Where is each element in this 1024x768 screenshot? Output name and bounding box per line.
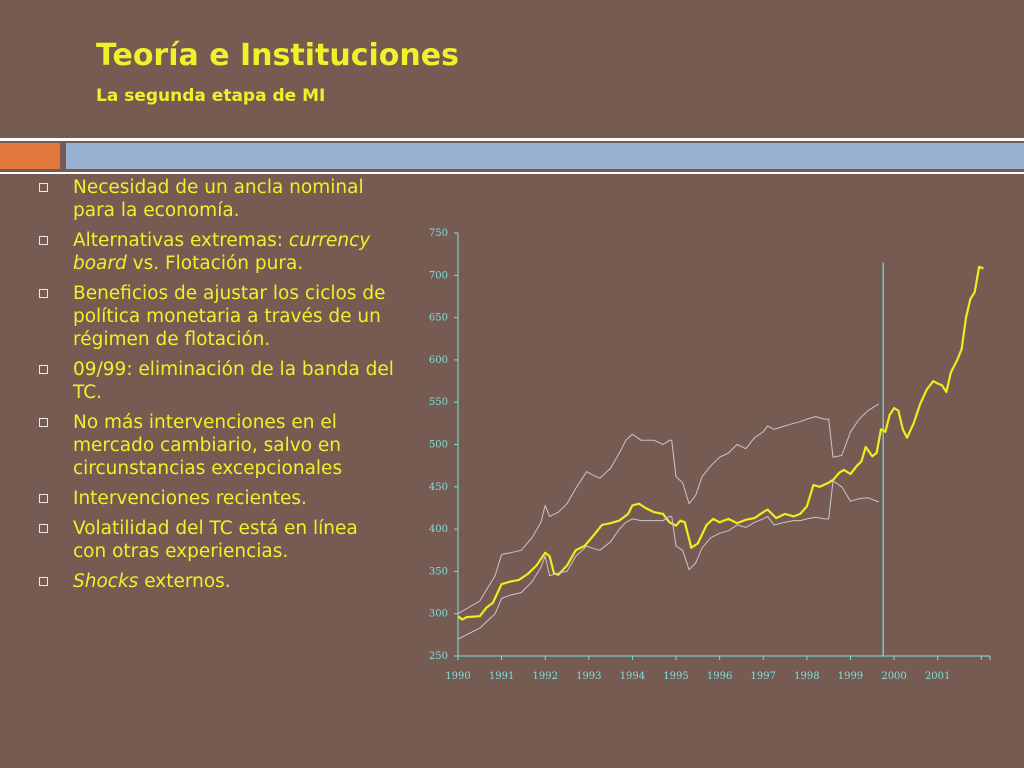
- bullet-text: No más intervenciones en el mercado camb…: [73, 412, 343, 479]
- bullet-text: Shocks: [73, 571, 139, 592]
- x-tick-label: 1991: [489, 671, 514, 682]
- bullet-item: Volatilidad del TC está en línea con otr…: [36, 517, 396, 563]
- x-tick-label: 1992: [532, 671, 557, 682]
- bullet-text: currency board: [73, 230, 371, 274]
- bullet-item: No más intervenciones en el mercado camb…: [36, 411, 396, 480]
- exchange-rate-chart: 250 300 350 400 450 500 550 600 650 700 750 1990 199…: [429, 228, 991, 682]
- divider-line-top: [0, 138, 1024, 141]
- x-tick-label: 1990: [445, 671, 470, 682]
- bullet-item: Shocks externos.: [36, 570, 396, 593]
- bullet-item: Intervenciones recientes.: [36, 487, 396, 510]
- bullet-text: Volatilidad del TC está en línea con otr…: [73, 518, 358, 562]
- series-line-lower-band: [457, 480, 879, 640]
- accent-bar-blue: [66, 143, 1024, 169]
- y-tick-label: 750: [429, 228, 448, 239]
- checkbox-bullet-icon: [39, 524, 48, 533]
- y-tick-label: 600: [429, 355, 448, 366]
- x-tick-label: 1995: [663, 671, 688, 682]
- y-tick-label: 450: [429, 482, 448, 493]
- checkbox-bullet-icon: [39, 183, 48, 192]
- checkbox-bullet-icon: [39, 365, 48, 374]
- bullet-text: Beneficios de ajustar los ciclos de polí…: [73, 283, 386, 350]
- y-tick-label: 250: [429, 651, 448, 662]
- series-line-exchange-rate: [457, 265, 984, 621]
- x-tick-label: 2000: [881, 671, 906, 682]
- y-tick-label: 400: [429, 524, 448, 535]
- checkbox-bullet-icon: [39, 577, 48, 586]
- bullet-item: Alternativas extremas: currency board vs…: [36, 229, 396, 275]
- bullet-item: 09/99: eliminación de la banda del TC.: [36, 358, 396, 404]
- divider-line-bottom: [0, 172, 1024, 174]
- bullet-text: externos.: [138, 571, 231, 592]
- accent-bar-orange: [0, 143, 60, 169]
- checkbox-bullet-icon: [39, 289, 48, 298]
- y-tick-label: 350: [429, 566, 448, 577]
- bullet-list: Necesidad de un ancla nominal para la ec…: [36, 176, 396, 600]
- slide-subtitle: La segunda etapa de MI: [96, 86, 326, 106]
- checkbox-bullet-icon: [39, 418, 48, 427]
- checkbox-bullet-icon: [39, 494, 48, 503]
- x-tick-label: 1994: [620, 671, 645, 682]
- slide-title: Teoría e Instituciones: [96, 38, 459, 73]
- x-tick-label: 1999: [838, 671, 863, 682]
- series-line-upper-band: [457, 403, 880, 615]
- bullet-item: Necesidad de un ancla nominal para la ec…: [36, 176, 396, 222]
- y-tick-label: 650: [429, 313, 448, 324]
- y-tick-label: 500: [429, 440, 448, 451]
- checkbox-bullet-icon: [39, 236, 48, 245]
- bullet-text: 09/99: eliminación de la banda del TC.: [73, 359, 394, 403]
- y-tick-label: 300: [429, 609, 448, 620]
- bullet-text: Necesidad de un ancla nominal para la ec…: [73, 177, 364, 221]
- title-panel: Teoría e Instituciones La segunda etapa …: [0, 0, 1024, 138]
- x-tick-label: 1996: [707, 671, 732, 682]
- x-tick-label: 1993: [576, 671, 601, 682]
- x-tick-label: 1998: [794, 671, 819, 682]
- bullet-text: vs. Flotación pura.: [126, 253, 304, 274]
- x-tick-label: 1997: [751, 671, 776, 682]
- bullet-item: Beneficios de ajustar los ciclos de polí…: [36, 282, 396, 351]
- x-tick-label: 2001: [925, 671, 950, 682]
- y-tick-label: 700: [429, 270, 448, 281]
- y-tick-label: 550: [429, 397, 448, 408]
- bullet-text: Alternativas extremas:: [73, 230, 289, 251]
- bullet-text: Intervenciones recientes.: [73, 488, 307, 509]
